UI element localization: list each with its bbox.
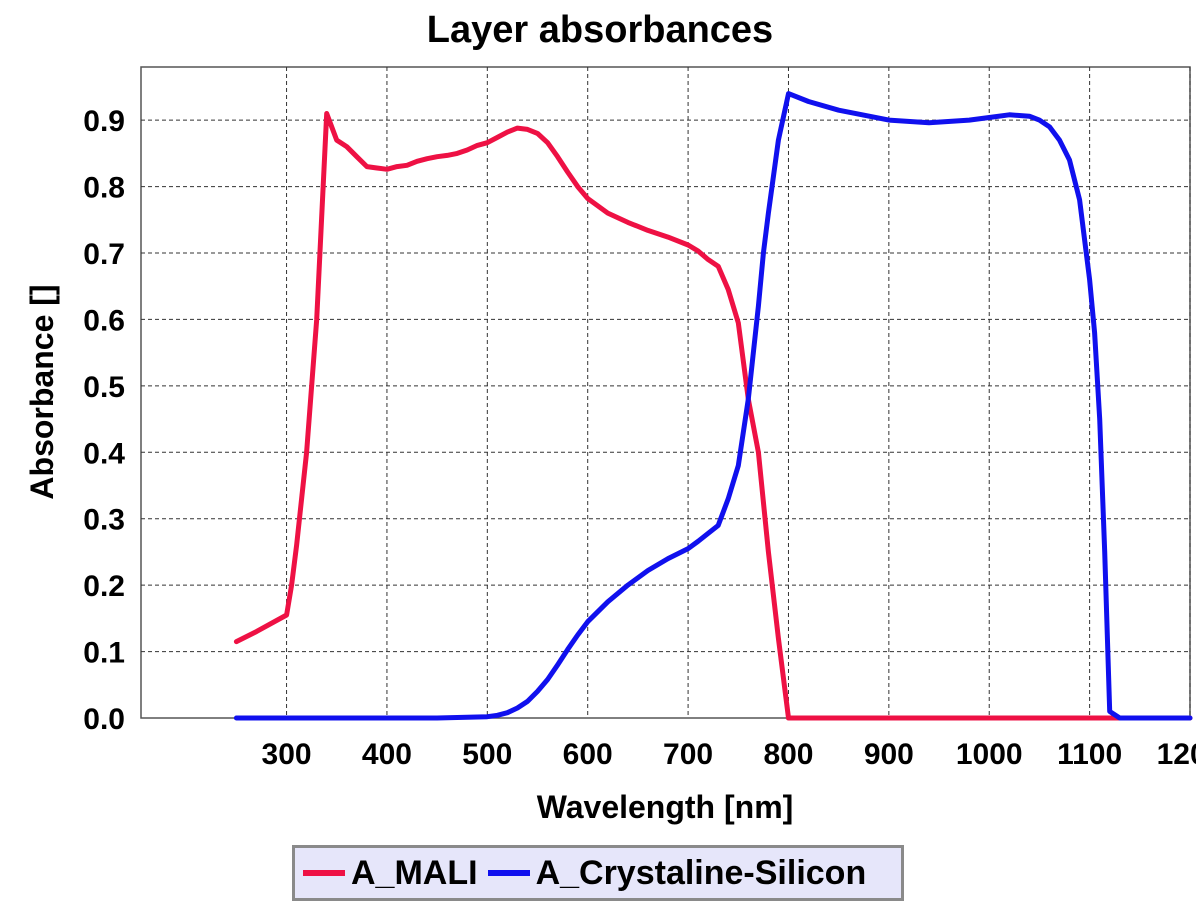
y-tick-label: 0.6 — [83, 304, 125, 337]
legend-swatch-mali — [303, 870, 345, 876]
series-lines — [233, 91, 1193, 721]
x-tick-label: 800 — [763, 738, 813, 771]
legend-item-mali: A_MALI — [303, 854, 478, 893]
y-tick-label: 0.3 — [83, 504, 125, 537]
gridlines — [141, 67, 1191, 718]
x-tick-label: 400 — [362, 738, 412, 771]
y-tick-label: 0.2 — [83, 570, 125, 603]
tick-labels: 300 400 500 600 700 800 900 1000 1100 1200 0.0 0.1 0… — [83, 105, 1196, 771]
x-tick-label: 900 — [864, 738, 914, 771]
x-tick-label: 1200 — [1157, 738, 1196, 771]
y-axis-label: Absorbance [] — [24, 284, 60, 499]
series-line-crystaline-silicon — [233, 91, 1193, 721]
chart-legend: A_MALI A_Crystaline-Silicon — [292, 845, 904, 901]
x-axis-label: Wavelength [nm] — [537, 789, 794, 825]
y-tick-label: 0.1 — [83, 637, 125, 670]
legend-swatch-silicon — [487, 870, 530, 876]
series-line-mali — [233, 111, 1193, 721]
y-tick-label: 0.5 — [83, 371, 125, 404]
y-tick-label: 0.7 — [83, 238, 125, 271]
x-tick-label: 500 — [462, 738, 512, 771]
x-tick-label: 700 — [663, 738, 713, 771]
legend-label-silicon: A_Crystaline-Silicon — [535, 853, 867, 892]
y-tick-label: 0.9 — [83, 105, 125, 138]
x-tick-label: 1000 — [956, 738, 1023, 771]
y-tick-label: 0.0 — [83, 703, 125, 736]
chart-title: Layer absorbances — [427, 9, 773, 51]
plot-area — [140, 66, 1191, 719]
x-tick-label: 600 — [563, 738, 613, 771]
y-tick-label: 0.8 — [83, 172, 125, 205]
x-tick-label: 1100 — [1057, 738, 1122, 771]
y-tick-label: 0.4 — [83, 437, 125, 470]
x-tick-label: 300 — [262, 738, 312, 771]
legend-item-silicon: A_Crystaline-Silicon — [487, 853, 867, 893]
legend-label-mali: A_MALI — [351, 853, 478, 892]
